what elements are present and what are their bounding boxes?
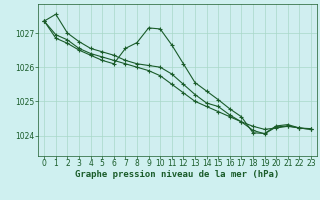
X-axis label: Graphe pression niveau de la mer (hPa): Graphe pression niveau de la mer (hPa) bbox=[76, 170, 280, 179]
